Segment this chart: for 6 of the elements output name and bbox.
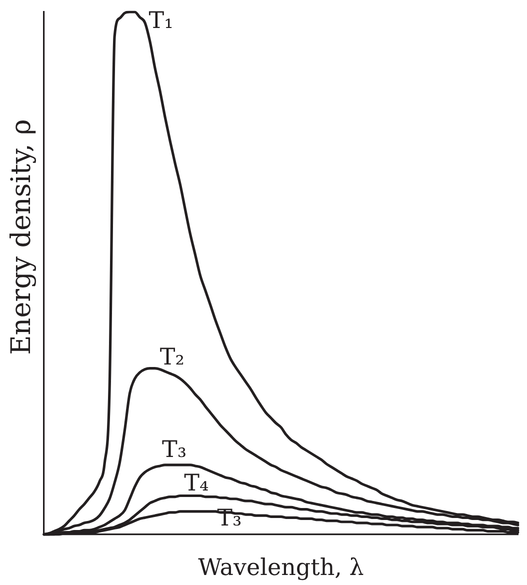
series-label: T₂	[160, 344, 184, 370]
series-label: T₁	[148, 8, 174, 34]
series-label: T₄	[184, 470, 209, 497]
y-axis-title: Energy density, ρ	[6, 119, 37, 355]
x-axis-title: Wavelength, λ	[198, 555, 364, 582]
series-label: T₃	[162, 436, 187, 463]
